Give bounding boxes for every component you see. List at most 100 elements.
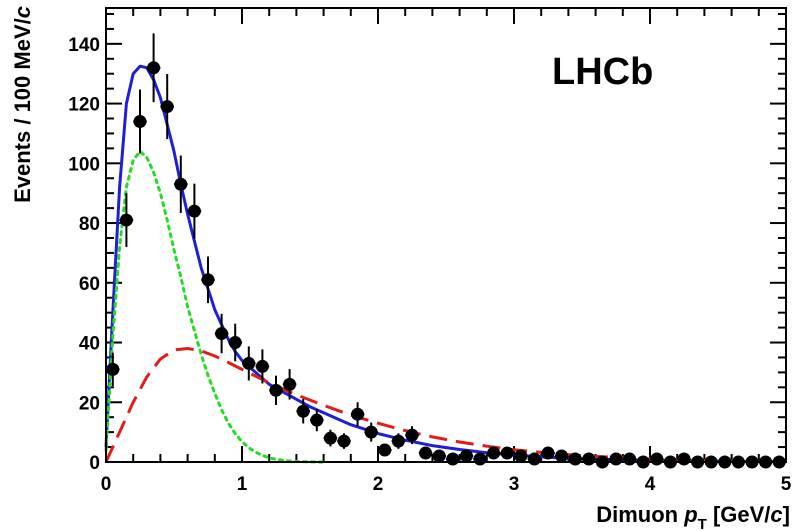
data-point	[174, 155, 188, 213]
data-point	[500, 446, 514, 460]
data-point	[473, 452, 487, 466]
data-point	[677, 452, 691, 466]
y-axis-title-unit-c: c	[10, 6, 35, 18]
y-tick-label: 80	[79, 214, 100, 235]
x-axis-title-symbol: p	[683, 502, 697, 527]
y-axis-title-main: Events / 100 MeV/	[10, 18, 35, 203]
data-marker	[106, 362, 120, 376]
data-points	[106, 33, 786, 469]
data-marker	[133, 115, 147, 128]
data-marker	[337, 434, 351, 448]
data-marker	[228, 336, 242, 350]
data-point	[350, 402, 365, 427]
x-tick-label: 4	[645, 474, 656, 495]
data-marker	[487, 446, 501, 460]
experiment-label: LHCb	[552, 51, 653, 93]
x-tick-label: 2	[373, 474, 384, 495]
data-marker	[242, 356, 256, 370]
data-point	[364, 422, 378, 442]
data-point	[310, 409, 324, 432]
plot-frame	[105, 7, 787, 463]
data-point	[405, 426, 419, 445]
data-marker	[473, 452, 487, 466]
y-tick-label: 40	[79, 334, 100, 355]
data-marker	[364, 425, 378, 439]
data-marker	[269, 383, 283, 397]
x-axis-title-subscript: T	[698, 516, 707, 531]
data-point	[554, 449, 569, 463]
data-marker	[650, 452, 664, 466]
data-point	[146, 33, 161, 103]
data-point	[269, 375, 283, 405]
data-marker	[677, 452, 691, 466]
data-marker	[405, 428, 419, 442]
data-point	[527, 452, 542, 466]
data-point	[201, 256, 215, 304]
data-marker	[623, 452, 637, 466]
data-point	[446, 452, 460, 466]
x-tick-label: 3	[509, 474, 520, 495]
data-point	[541, 446, 555, 460]
data-point	[432, 449, 446, 463]
data-marker	[215, 327, 229, 341]
y-tick-label: 120	[68, 95, 100, 116]
data-point	[378, 443, 392, 457]
y-tick-label: 100	[68, 154, 100, 175]
data-marker	[147, 61, 161, 75]
x-axis-title: Dimuon pT [GeV/c]	[596, 502, 790, 531]
data-point	[296, 398, 310, 424]
data-marker	[378, 443, 392, 457]
data-point	[119, 193, 134, 247]
data-point	[514, 449, 528, 463]
y-tick-label: 20	[79, 393, 100, 414]
data-marker	[419, 446, 433, 460]
data-point	[160, 74, 174, 140]
y-tick-label: 60	[79, 274, 100, 295]
data-marker	[119, 213, 133, 227]
data-point	[391, 433, 406, 449]
data-marker	[459, 449, 473, 463]
data-marker	[391, 434, 405, 448]
data-point	[486, 446, 501, 460]
data-marker	[323, 431, 337, 445]
data-point	[187, 183, 202, 239]
data-point	[106, 352, 120, 387]
data-marker	[609, 452, 623, 466]
data-marker	[432, 449, 446, 463]
tick-labels: 0 1 2 3 4 5 0 20 40 60 80 100 120 140	[68, 35, 791, 495]
data-point	[242, 346, 256, 381]
data-point	[323, 429, 338, 447]
data-marker	[283, 377, 297, 391]
data-point	[459, 449, 474, 463]
data-point	[282, 369, 297, 400]
data-marker	[174, 177, 188, 191]
x-axis-title-prefix: Dimuon	[596, 502, 684, 527]
data-point	[650, 452, 664, 466]
x-axis-title-unit-open: [GeV/	[707, 502, 771, 527]
data-marker	[187, 204, 201, 218]
data-marker	[541, 446, 555, 460]
data-point	[582, 452, 596, 466]
data-point	[228, 323, 242, 362]
data-point	[337, 433, 351, 449]
data-marker	[201, 273, 215, 287]
data-point	[133, 89, 147, 154]
data-point	[609, 452, 623, 466]
data-marker	[527, 452, 541, 466]
data-marker	[296, 404, 310, 418]
data-point	[418, 446, 433, 460]
data-marker	[310, 413, 324, 427]
data-marker	[582, 452, 596, 466]
x-tick-label: 5	[781, 474, 792, 495]
data-point	[622, 452, 637, 466]
axis-ticks	[105, 8, 787, 463]
y-tick-label: 0	[89, 453, 100, 474]
data-marker	[351, 407, 365, 421]
data-marker	[500, 446, 514, 460]
x-tick-label: 1	[237, 474, 248, 495]
data-marker	[446, 452, 460, 466]
fit-curve-3	[104, 347, 787, 464]
data-marker	[555, 449, 569, 463]
x-axis-title-unit-close: ]	[783, 502, 790, 527]
